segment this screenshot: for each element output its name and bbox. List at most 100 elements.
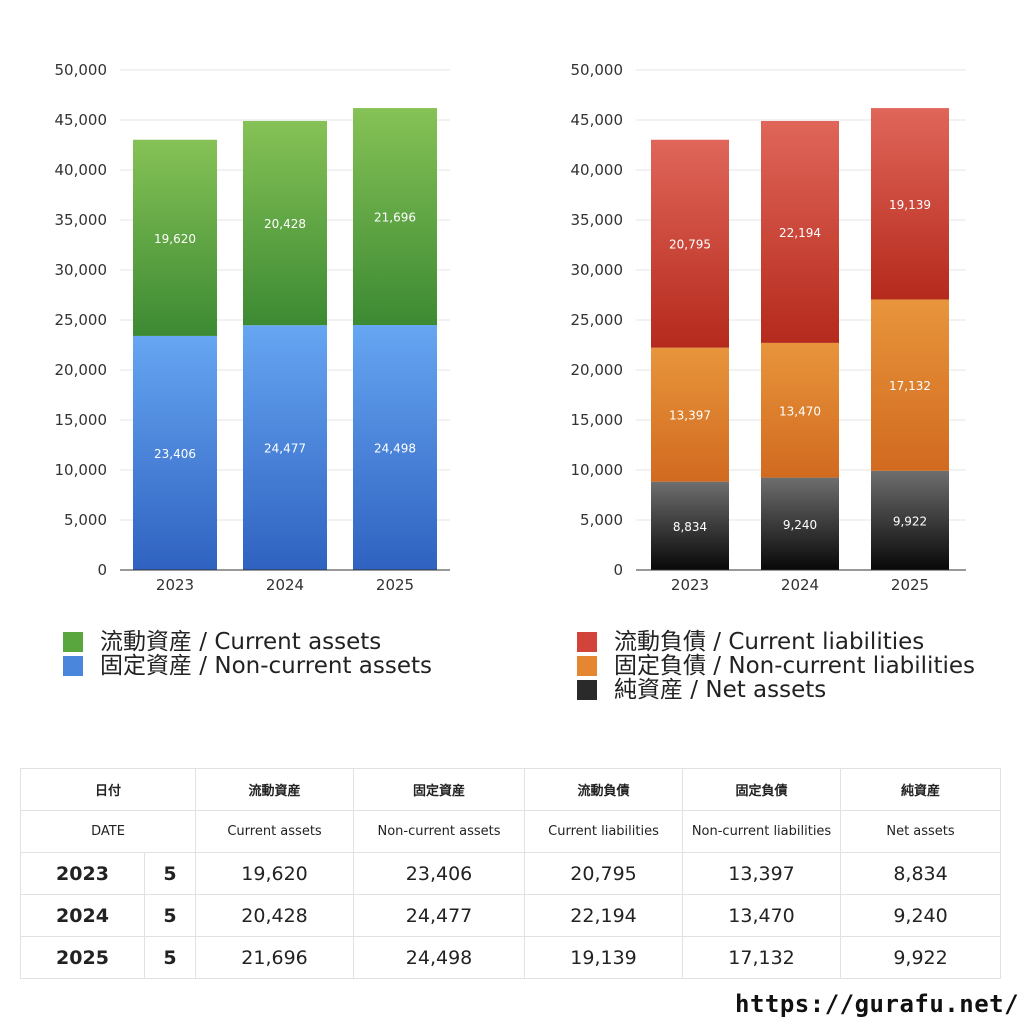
x-tick-label: 2024 bbox=[266, 576, 304, 594]
legend-swatch bbox=[577, 632, 597, 652]
cell-non-current-liabilities: 13,470 bbox=[682, 894, 842, 937]
x-tick-label: 2023 bbox=[156, 576, 194, 594]
bar-segment bbox=[871, 108, 949, 300]
header-net-assets-jp: 純資産 bbox=[840, 768, 1002, 811]
cell-net-assets: 9,240 bbox=[840, 894, 1002, 937]
row-year: 2025 bbox=[20, 936, 145, 979]
y-tick-label: 5,000 bbox=[64, 511, 107, 529]
data-label: 22,194 bbox=[779, 226, 821, 240]
header-net-assets-en: Net assets bbox=[840, 810, 1002, 853]
y-tick-label: 15,000 bbox=[55, 411, 108, 429]
row-year: 2024 bbox=[20, 894, 145, 937]
x-tick-label: 2025 bbox=[376, 576, 414, 594]
data-label: 20,795 bbox=[669, 238, 711, 252]
y-tick-label: 10,000 bbox=[571, 461, 624, 479]
header-current-assets-jp: 流動資産 bbox=[195, 768, 355, 811]
cell-net-assets: 8,834 bbox=[840, 852, 1002, 895]
liabilities-chart: 0 5,000 10,000 15,000 20,000 25,000 30,000 35,0… bbox=[571, 61, 966, 594]
header-current-assets-en: Current assets bbox=[195, 810, 355, 853]
bar-segment bbox=[761, 477, 839, 570]
data-label: 9,240 bbox=[783, 518, 817, 532]
bar-segment bbox=[243, 325, 327, 570]
row-year: 2023 bbox=[20, 852, 145, 895]
assets-chart: 0 5,000 10,000 15,000 20,000 25,000 30,000 35,0… bbox=[55, 61, 450, 594]
data-label: 23,406 bbox=[154, 447, 196, 461]
data-label: 20,428 bbox=[264, 217, 306, 231]
y-tick-label: 50,000 bbox=[55, 61, 108, 79]
row-month: 5 bbox=[143, 894, 197, 937]
cell-current-liabilities: 22,194 bbox=[524, 894, 684, 937]
cell-current-liabilities: 20,795 bbox=[524, 852, 684, 895]
table-row: 2024 5 20,428 24,477 22,194 13,470 9,240 bbox=[20, 894, 1002, 937]
cell-non-current-liabilities: 17,132 bbox=[682, 936, 842, 979]
data-label: 13,397 bbox=[669, 409, 711, 423]
y-tick-label: 50,000 bbox=[571, 61, 624, 79]
bar-segment bbox=[651, 139, 729, 348]
bar-segment bbox=[243, 120, 327, 326]
row-month: 5 bbox=[143, 936, 197, 979]
bar-segment bbox=[761, 342, 839, 478]
bar-segment bbox=[133, 139, 217, 336]
y-tick-label: 35,000 bbox=[55, 211, 108, 229]
header-non-current-assets-jp: 固定資産 bbox=[353, 768, 526, 811]
data-label: 13,470 bbox=[779, 404, 821, 418]
table-header-row-jp: 日付 流動資産 固定資産 流動負債 固定負債 純資産 bbox=[19, 768, 1002, 811]
data-label: 19,620 bbox=[154, 232, 196, 246]
y-tick-label: 35,000 bbox=[571, 211, 624, 229]
cell-current-assets: 20,428 bbox=[195, 894, 355, 937]
cell-current-assets: 21,696 bbox=[195, 936, 355, 979]
site-url[interactable]: https://gurafu.net/ bbox=[735, 990, 1020, 1018]
y-tick-label: 5,000 bbox=[580, 511, 623, 529]
data-label: 19,139 bbox=[889, 198, 931, 212]
legend-item-net-assets: 純資産 / Net assets bbox=[577, 678, 975, 702]
bar-segment bbox=[651, 481, 729, 570]
bar-segment bbox=[871, 299, 949, 471]
legend-item-non-current-liabilities: 固定負債 / Non-current liabilities bbox=[577, 654, 975, 678]
table-header-row-en: DATE Current assets Non-current assets C… bbox=[19, 810, 1002, 853]
row-month: 5 bbox=[143, 852, 197, 895]
bar-segment bbox=[651, 347, 729, 482]
y-tick-label: 15,000 bbox=[571, 411, 624, 429]
y-tick-label: 30,000 bbox=[571, 261, 624, 279]
financial-data-table: 日付 流動資産 固定資産 流動負債 固定負債 純資産 DATE Current … bbox=[19, 768, 1002, 979]
legend-label: 純資産 / Net assets bbox=[614, 677, 827, 703]
data-label: 8,834 bbox=[673, 520, 707, 534]
legend-swatch bbox=[577, 656, 597, 676]
bar-segment bbox=[353, 325, 437, 570]
header-current-liabilities-en: Current liabilities bbox=[524, 810, 684, 853]
header-current-liabilities-jp: 流動負債 bbox=[524, 768, 684, 811]
data-label: 24,477 bbox=[264, 442, 306, 456]
legend-label: 固定資産 / Non-current assets bbox=[100, 653, 433, 679]
cell-non-current-assets: 23,406 bbox=[353, 852, 526, 895]
y-tick-label: 25,000 bbox=[55, 311, 108, 329]
bar-segment bbox=[353, 108, 437, 326]
legend-swatch bbox=[63, 632, 83, 652]
x-tick-label: 2024 bbox=[781, 576, 819, 594]
header-non-current-liabilities-en: Non-current liabilities bbox=[682, 810, 842, 853]
y-tick-label: 30,000 bbox=[55, 261, 108, 279]
data-label: 9,922 bbox=[893, 514, 927, 528]
legend-item-current-liabilities: 流動負債 / Current liabilities bbox=[577, 630, 975, 654]
cell-net-assets: 9,922 bbox=[840, 936, 1002, 979]
header-date-jp: 日付 bbox=[19, 768, 197, 811]
cell-current-liabilities: 19,139 bbox=[524, 936, 684, 979]
legend-item-non-current-assets: 固定資産 / Non-current assets bbox=[63, 654, 432, 678]
y-tick-label: 40,000 bbox=[571, 161, 624, 179]
legend-label: 流動資産 / Current assets bbox=[100, 629, 382, 655]
y-tick-label: 40,000 bbox=[55, 161, 108, 179]
header-non-current-liabilities-jp: 固定負債 bbox=[682, 768, 842, 811]
y-tick-label: 0 bbox=[613, 561, 623, 579]
header-date-en: DATE bbox=[19, 810, 197, 853]
liabilities-legend: 流動負債 / Current liabilities 固定負債 / Non-cu… bbox=[577, 630, 975, 702]
legend-swatch bbox=[63, 656, 83, 676]
y-tick-label: 20,000 bbox=[55, 361, 108, 379]
x-tick-label: 2025 bbox=[891, 576, 929, 594]
data-label: 24,498 bbox=[374, 442, 416, 456]
y-tick-label: 45,000 bbox=[571, 111, 624, 129]
legend-item-current-assets: 流動資産 / Current assets bbox=[63, 630, 432, 654]
bar-segment bbox=[133, 335, 217, 570]
y-tick-label: 45,000 bbox=[55, 111, 108, 129]
header-non-current-assets-en: Non-current assets bbox=[353, 810, 526, 853]
legend-label: 固定負債 / Non-current liabilities bbox=[614, 653, 975, 679]
bar-segment bbox=[871, 470, 949, 570]
